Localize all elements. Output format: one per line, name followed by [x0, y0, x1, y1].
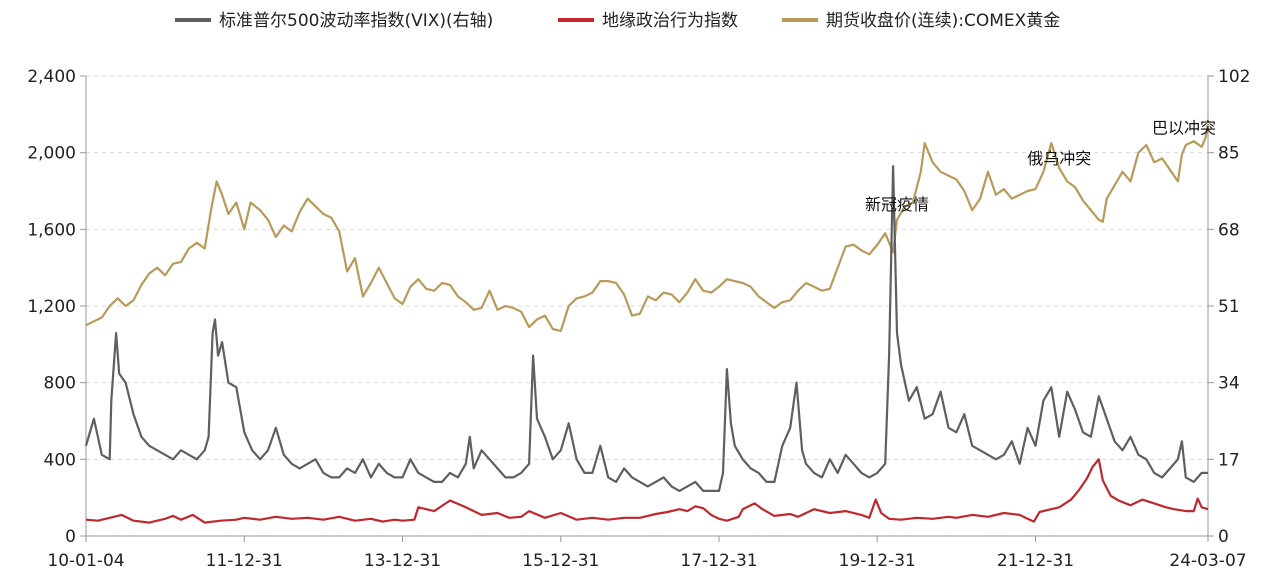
right-tick-label: 51 [1218, 297, 1240, 317]
series-line-vix [84, 165, 1208, 492]
legend-label: 期货收盘价(连续):COMEX黄金 [826, 11, 1060, 31]
x-tick-label: 24-03-07 [1169, 551, 1246, 571]
series-layer [84, 123, 1210, 524]
x-tick-label: 11-12-31 [206, 551, 283, 571]
left-tick-label: 0 [65, 527, 76, 547]
series-line-geopolitical [85, 458, 1209, 524]
annotation-label: 新冠疫情 [865, 195, 929, 214]
legend: 标准普尔500波动率指数(VIX)(右轴) 地缘政治行为指数 期货收盘价(连续):C… [175, 11, 1060, 31]
legend-label: 地缘政治行为指数 [602, 11, 738, 31]
series-line-gold [85, 123, 1210, 332]
right-tick-label: 85 [1218, 144, 1240, 164]
x-tick-label: 21-12-31 [997, 551, 1074, 571]
axes: 0 400 800 1,200 1,600 2,000 2,400 0 17 34 51 68 85 10… [27, 67, 1250, 571]
x-tick-label: 13-12-31 [364, 551, 441, 571]
annotation-label: 俄乌冲突 [1027, 149, 1091, 168]
left-tick-label: 400 [44, 450, 76, 470]
x-tick-label: 19-12-31 [839, 551, 916, 571]
x-tick-label: 17-12-31 [680, 551, 757, 571]
left-tick-label: 1,600 [27, 220, 76, 240]
grid [86, 75, 1208, 460]
left-tick-label: 800 [44, 374, 76, 394]
legend-item[interactable]: 期货收盘价(连续):COMEX黄金 [782, 11, 1060, 31]
right-tick-label: 68 [1218, 220, 1240, 240]
x-tick-label: 10-01-04 [47, 551, 124, 571]
left-tick-label: 2,400 [27, 67, 76, 87]
right-tick-label: 102 [1218, 67, 1250, 87]
legend-item[interactable]: 标准普尔500波动率指数(VIX)(右轴) [175, 11, 493, 31]
annotations: 新冠疫情 俄乌冲突 巴以冲突 [865, 119, 1216, 215]
annotation-label: 巴以冲突 [1152, 119, 1216, 138]
legend-label: 标准普尔500波动率指数(VIX)(右轴) [219, 11, 493, 31]
right-tick-label: 34 [1218, 374, 1240, 394]
right-tick-label: 17 [1218, 450, 1240, 470]
left-tick-label: 1,200 [27, 297, 76, 317]
legend-item[interactable]: 地缘政治行为指数 [558, 11, 738, 31]
right-tick-label: 0 [1218, 527, 1229, 547]
left-tick-label: 2,000 [27, 144, 76, 164]
x-tick-label: 15-12-31 [522, 551, 599, 571]
